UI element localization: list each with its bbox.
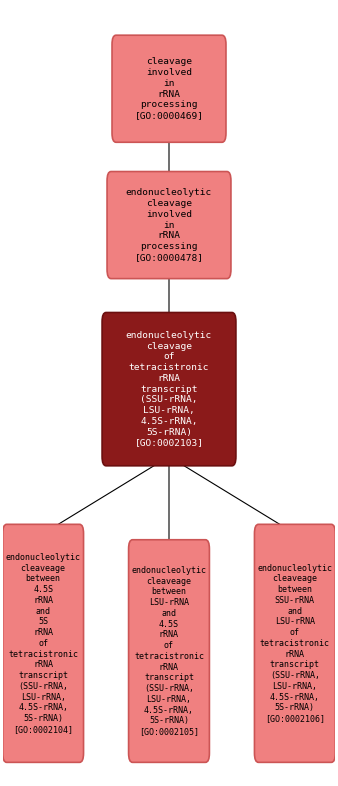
Text: endonucleolytic
cleaveage
between
SSU-rRNA
and
LSU-rRNA
of
tetracistronic
rRNA
t: endonucleolytic cleaveage between SSU-rR…: [257, 564, 332, 723]
Text: endonucleolytic
cleavage
involved
in
rRNA
processing
[GO:0000478]: endonucleolytic cleavage involved in rRN…: [126, 189, 212, 262]
Text: endonucleolytic
cleaveage
between
4.5S
rRNA
and
5S
rRNA
of
tetracistronic
rRNA
t: endonucleolytic cleaveage between 4.5S r…: [6, 553, 81, 734]
FancyBboxPatch shape: [3, 524, 83, 762]
FancyBboxPatch shape: [102, 313, 236, 466]
FancyBboxPatch shape: [107, 171, 231, 278]
Text: cleavage
involved
in
rRNA
processing
[GO:0000469]: cleavage involved in rRNA processing [GO…: [135, 57, 203, 120]
Text: endonucleolytic
cleavage
of
tetracistronic
rRNA
transcript
(SSU-rRNA,
LSU-rRNA,
: endonucleolytic cleavage of tetracistron…: [126, 331, 212, 447]
FancyBboxPatch shape: [128, 540, 210, 762]
Text: endonucleolytic
cleaveage
between
LSU-rRNA
and
4.5S
rRNA
of
tetracistronic
rRNA
: endonucleolytic cleaveage between LSU-rR…: [131, 566, 207, 736]
FancyBboxPatch shape: [112, 35, 226, 142]
FancyBboxPatch shape: [255, 524, 335, 762]
